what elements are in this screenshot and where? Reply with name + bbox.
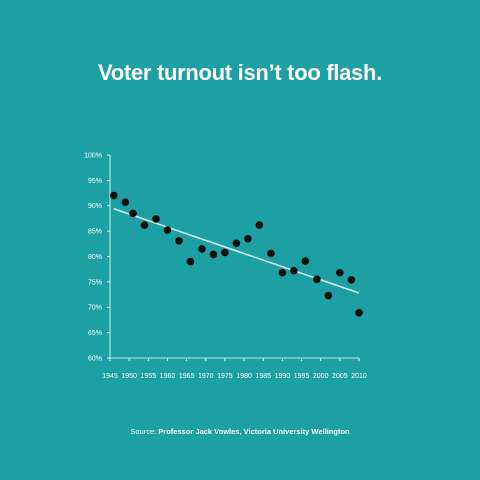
data-point — [209, 250, 218, 259]
chart-title: Voter turnout isn’t too flash. — [98, 60, 382, 85]
x-tick-label: 2005 — [332, 373, 348, 380]
axes: 60% 65% 70% 75% 80% 85% 90% 95% 100% 1945 1950 1955… — [84, 152, 367, 380]
x-tick-label: 1945 — [102, 373, 118, 380]
x-tick-label: 2000 — [313, 373, 329, 380]
data-point — [267, 249, 275, 258]
data-point — [355, 309, 363, 317]
y-tick-label: 60% — [88, 355, 102, 362]
x-tick-label: 1985 — [255, 373, 271, 380]
source-prefix: Source: — [130, 427, 159, 436]
x-tick-label: 1970 — [198, 373, 214, 380]
data-point — [232, 239, 241, 248]
trendline — [113, 208, 360, 294]
data-point — [110, 191, 118, 200]
data-point — [163, 226, 172, 234]
data-point — [324, 291, 333, 300]
y-tick-label: 100% — [84, 152, 102, 159]
data-point — [255, 221, 264, 229]
data-point — [336, 268, 344, 277]
data-point — [301, 257, 310, 265]
data-point — [129, 209, 137, 218]
x-tick-label: 1995 — [294, 373, 310, 380]
data-point — [313, 275, 321, 284]
data-point — [198, 245, 206, 253]
data-point — [278, 268, 287, 277]
x-tick-label: 1960 — [160, 373, 176, 380]
data-point — [175, 236, 183, 245]
points-group — [110, 191, 363, 317]
data-point — [186, 257, 195, 266]
y-tick-label: 70% — [88, 305, 102, 312]
x-tick-label: 1975 — [217, 373, 233, 380]
trendline-group — [113, 208, 360, 294]
x-tick-label: 2010 — [351, 373, 367, 380]
y-tick-label: 75% — [88, 279, 102, 286]
data-point — [221, 248, 229, 257]
x-tick-label: 1955 — [141, 373, 157, 380]
y-tick-label: 85% — [88, 229, 102, 236]
x-tick-label: 1990 — [275, 373, 291, 380]
y-tick-label: 80% — [88, 254, 102, 261]
data-point — [347, 276, 356, 284]
data-point — [244, 234, 252, 243]
x-tick-label: 1965 — [179, 373, 195, 380]
data-point — [290, 266, 298, 275]
data-point — [140, 221, 149, 229]
y-tick-label: 90% — [88, 203, 102, 210]
y-tick-label: 95% — [88, 178, 102, 185]
source-note: Source: Professor Jack Vowles, Victoria … — [0, 427, 480, 436]
data-point — [152, 215, 160, 223]
x-tick-label: 1980 — [236, 373, 252, 380]
data-point — [121, 198, 130, 206]
y-tick-label: 65% — [88, 330, 102, 337]
x-tick-label: 1950 — [121, 373, 137, 380]
source-name: Professor Jack Vowles, Victoria Universi… — [158, 427, 350, 436]
